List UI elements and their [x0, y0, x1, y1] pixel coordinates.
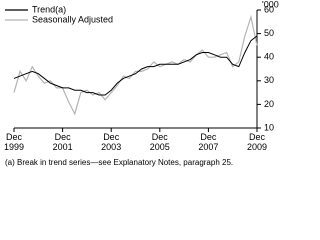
y-tick-label: 50: [264, 28, 274, 38]
y-tick-label: 10: [264, 122, 274, 132]
y-tick-label: 60: [264, 4, 274, 14]
x-tick-label: Dec 2003: [101, 132, 121, 152]
y-tick-label: 30: [264, 75, 274, 85]
x-tick-label: Dec 2009: [247, 132, 267, 152]
x-tick-label: Dec 1999: [4, 132, 24, 152]
legend-label: Seasonally Adjusted: [32, 14, 113, 24]
series-line: [13, 14, 258, 116]
x-tick-label: Dec 2005: [150, 132, 170, 152]
series-line: [13, 35, 258, 96]
x-tick-label: Dec 2001: [53, 132, 73, 152]
y-unit: '000: [262, 0, 279, 9]
y-tick-label: 40: [264, 52, 274, 62]
chart: '000 (a) Break in trend series—see Expla…: [4, 0, 279, 167]
legend-label: Trend(a): [32, 4, 66, 14]
y-tick-label: 20: [264, 99, 274, 109]
footnote: (a) Break in trend series—see Explanator…: [5, 158, 233, 167]
x-tick-label: Dec 2007: [198, 132, 218, 152]
